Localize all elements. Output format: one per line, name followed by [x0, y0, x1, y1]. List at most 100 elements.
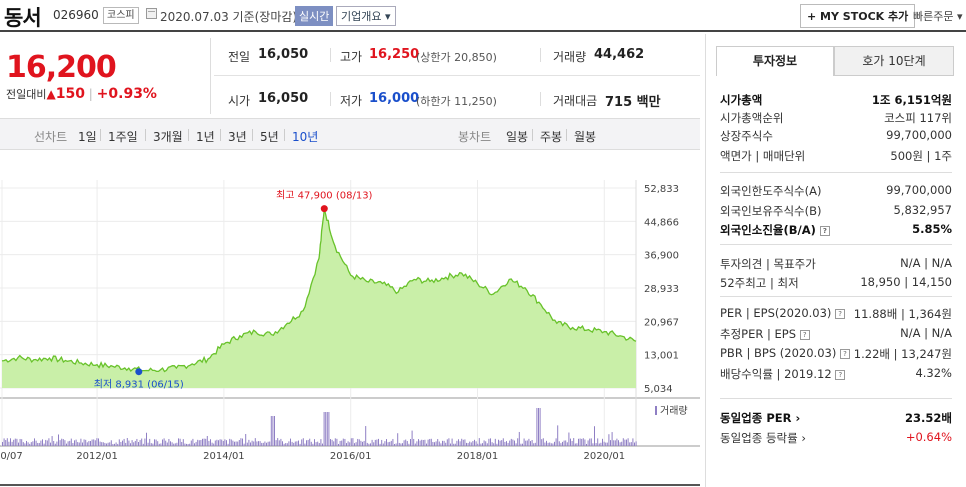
volume-bar	[301, 439, 303, 446]
volume-bar	[573, 438, 575, 446]
volume-bar	[21, 439, 23, 446]
x-tick-label: 2012/01	[76, 451, 118, 462]
volume-bar	[258, 441, 259, 446]
volume-bar	[589, 438, 591, 446]
quick-order-dropdown[interactable]: 빠른주문 ▾	[913, 10, 963, 23]
info-row: 52주최고 | 최저 18,950 | 14,150	[720, 275, 952, 293]
volume-bar	[205, 438, 207, 446]
high-label: 고가	[340, 50, 363, 64]
volume-bar	[18, 442, 19, 446]
volume-bar	[157, 441, 159, 446]
help-icon[interactable]: ?	[799, 329, 810, 340]
info-value: N/A | N/A	[900, 256, 952, 270]
volume-bar	[627, 438, 629, 446]
volume-bar	[538, 408, 539, 446]
volume-bar	[182, 439, 184, 446]
candle-chart-label: 봉차트	[458, 130, 492, 144]
volume-bar	[445, 442, 447, 446]
volume-bar	[442, 440, 443, 446]
volume-bar	[461, 438, 463, 446]
help-icon[interactable]: ?	[839, 348, 850, 359]
tab-1y[interactable]: 1년	[196, 130, 215, 144]
current-price: 16,200	[6, 50, 117, 85]
volume-bar	[504, 441, 506, 446]
volume-bar	[443, 440, 445, 446]
volume-bar	[38, 442, 40, 446]
volume-bar	[357, 438, 359, 446]
volume-bar	[322, 443, 323, 446]
info-label: PBR | BPS (2020.03) ?	[720, 346, 850, 360]
tab-5y[interactable]: 5년	[260, 130, 279, 144]
tab-1w[interactable]: 1주일	[108, 130, 138, 144]
volume-bar	[162, 439, 163, 446]
tab-10y[interactable]: 10년	[292, 130, 319, 144]
tab-investment-info[interactable]: 투자정보	[716, 46, 834, 76]
volume-bar	[85, 439, 87, 446]
volume-bar	[616, 438, 618, 446]
volume-bar	[274, 416, 275, 446]
volume-bar	[125, 442, 127, 446]
volume-bar	[528, 438, 530, 446]
volume-bar	[456, 440, 458, 446]
volume-bar	[416, 441, 418, 446]
help-icon[interactable]: ?	[835, 369, 846, 380]
volume-bar	[387, 442, 389, 446]
volume-bar	[136, 438, 138, 446]
volume-bar	[75, 439, 77, 446]
tab-orderbook-10[interactable]: 호가 10단계	[834, 46, 954, 76]
volume-bar	[50, 442, 51, 446]
volume-bar	[368, 443, 370, 446]
volume-bar	[547, 442, 549, 446]
volume-bar	[426, 443, 427, 446]
tab-3y[interactable]: 3년	[228, 130, 247, 144]
tab-1d[interactable]: 1일	[78, 130, 97, 144]
volume-bar	[259, 441, 261, 446]
info-row: PBR | BPS (2020.03) ? 1.22배 | 13,247원	[720, 346, 952, 364]
volume-bar	[608, 434, 610, 446]
info-label: 동일업종 등락률 ›	[720, 431, 806, 445]
volume-bar	[371, 439, 373, 446]
volume-bar	[86, 442, 88, 446]
volume-bar	[181, 441, 183, 446]
volume-bar	[227, 443, 229, 446]
volume-bar	[331, 439, 333, 446]
volume-bar	[365, 426, 367, 446]
volume-bar	[202, 438, 203, 446]
tab-monthly[interactable]: 월봉	[574, 130, 597, 144]
volume-bar	[104, 442, 106, 446]
volume-bar	[531, 439, 533, 446]
tab-daily[interactable]: 일봉	[506, 130, 529, 144]
volume-bar	[550, 443, 552, 446]
section-divider	[720, 172, 952, 173]
help-icon[interactable]: ?	[835, 308, 846, 319]
x-tick-label: 2020/01	[584, 451, 626, 462]
volume-bar	[410, 439, 411, 446]
volume-bar	[40, 440, 42, 446]
company-overview-dropdown[interactable]: 기업개요 ▾	[336, 6, 396, 26]
volume-bar	[37, 442, 39, 446]
realtime-button[interactable]: 실시간	[295, 6, 334, 26]
info-row: 상장주식수 99,700,000	[720, 128, 952, 146]
info-row: 동일업종 등락률 › +0.64%	[720, 430, 952, 448]
volume-bar	[400, 443, 402, 446]
high-annotation: 최고 47,900 (08/13)	[276, 190, 372, 202]
volume-bar	[418, 439, 419, 446]
info-row: 배당수익률 | 2019.12 ? 4.32%	[720, 366, 952, 384]
tab-weekly[interactable]: 주봉	[540, 130, 563, 144]
help-icon[interactable]: ?	[819, 225, 830, 236]
volume-bar	[408, 443, 410, 446]
lower-limit: (하한가 11,250)	[416, 95, 497, 108]
volume-bar	[163, 438, 165, 446]
volume-bar	[326, 412, 328, 446]
tab-3m[interactable]: 3개월	[153, 130, 183, 144]
volume-bar	[496, 443, 498, 446]
y-tick-label: 36,900	[644, 251, 679, 262]
volume-bar	[138, 442, 139, 446]
volume-bar	[582, 438, 584, 446]
volume-bar	[544, 442, 546, 446]
volume-bar	[312, 443, 314, 446]
volume-bar	[613, 440, 615, 446]
volume-bar	[621, 441, 623, 446]
add-my-stock-button[interactable]: + MY STOCK 추가	[800, 4, 916, 28]
volume-bar	[437, 439, 439, 446]
